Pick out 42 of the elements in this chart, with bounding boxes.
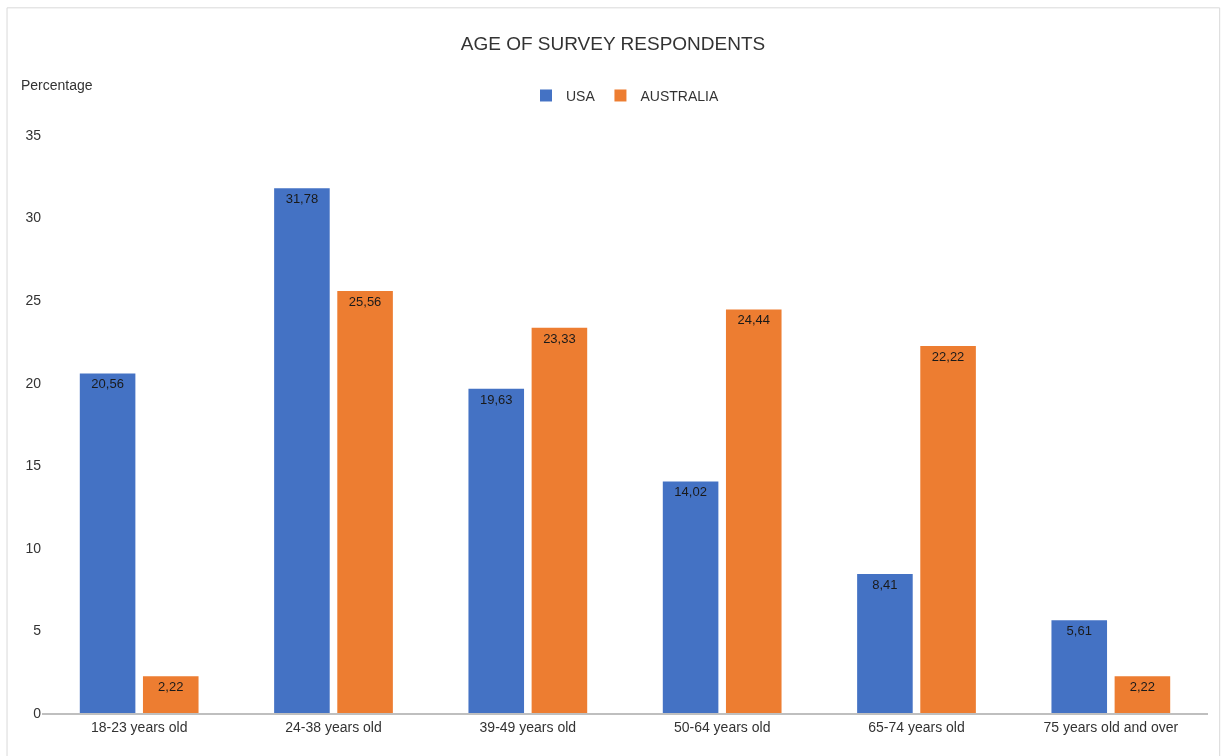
data-label: 23,33 xyxy=(543,330,576,346)
x-tick-label: 50-64 years old xyxy=(673,718,771,735)
bar xyxy=(1051,620,1108,713)
bar xyxy=(79,373,136,713)
y-tick-label: 25 xyxy=(25,292,42,309)
bar xyxy=(274,188,330,713)
legend-label: AUSTRALIA xyxy=(640,87,719,104)
x-tick-label: 39-49 years old xyxy=(479,718,577,735)
data-label: 2,22 xyxy=(158,679,184,695)
bar xyxy=(920,346,976,713)
data-label: 25,56 xyxy=(348,293,382,309)
bar xyxy=(1114,676,1171,713)
bar xyxy=(142,676,199,713)
y-tick-label: 10 xyxy=(25,539,42,556)
data-label: 20,56 xyxy=(91,376,124,392)
data-label: 8,41 xyxy=(872,577,898,593)
x-tick-label: 75 years old and over xyxy=(1043,718,1179,735)
data-label: 14,02 xyxy=(674,484,707,500)
y-tick-label: 30 xyxy=(25,209,42,226)
y-tick-label: 35 xyxy=(25,126,42,143)
x-tick-label: 65-74 years old xyxy=(868,718,965,735)
y-tick-label: 5 xyxy=(33,622,42,639)
x-tick-label: 18-23 years old xyxy=(90,718,188,735)
chart-title: AGE OF SURVEY RESPONDENTS xyxy=(460,32,766,54)
bar xyxy=(662,481,719,713)
bar xyxy=(468,388,525,713)
y-axis-title: Percentage xyxy=(21,77,93,93)
data-label: 19,63 xyxy=(479,391,513,407)
data-label: 22,22 xyxy=(931,349,965,365)
bar xyxy=(531,327,588,713)
bar xyxy=(337,290,393,713)
data-label: 24,44 xyxy=(737,312,771,328)
bar xyxy=(725,309,782,713)
y-tick-label: 20 xyxy=(25,374,42,391)
x-tick-label: 24-38 years old xyxy=(285,718,382,735)
data-label: 5,61 xyxy=(1066,623,1092,639)
data-label: 31,78 xyxy=(285,191,319,207)
legend-label: USA xyxy=(566,87,596,104)
bar xyxy=(857,574,913,713)
y-tick-label: 15 xyxy=(25,457,42,474)
y-tick-label: 0 xyxy=(33,704,42,721)
data-label: 2,22 xyxy=(1129,679,1156,695)
